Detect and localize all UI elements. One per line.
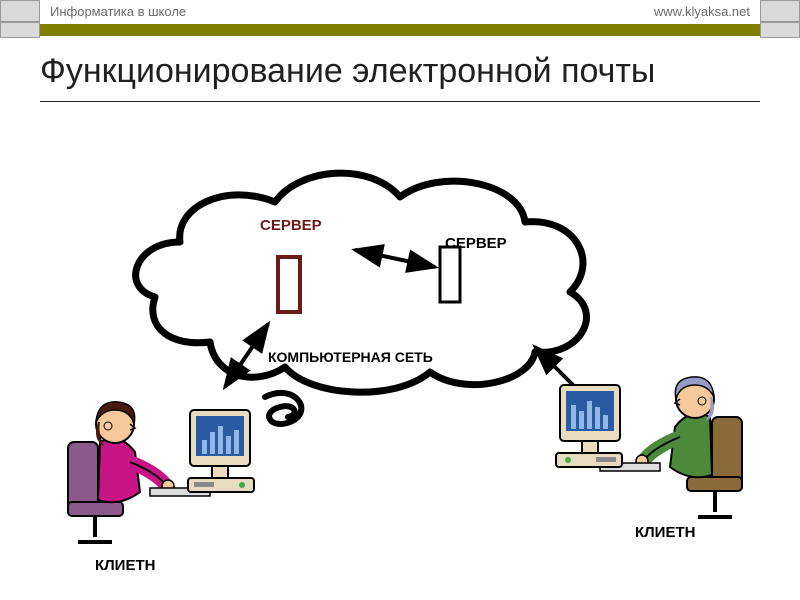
header-bar-1: Информатика в школе www.klyaksa.net: [0, 0, 800, 22]
label-client_left: КЛИЕТН: [95, 557, 155, 574]
header-corner-left: [0, 0, 40, 22]
header-bar-2: [0, 22, 800, 38]
label-network: КОМПЬЮТЕРНАЯ СЕТЬ: [268, 349, 433, 365]
header2-corner-right: [760, 22, 800, 38]
title-underline: [40, 101, 760, 102]
diagram-canvas: СЕРВЕР СЕРВЕР КОМПЬЮТЕРНАЯ СЕТЬ КЛИЕТН КЛИЕТ…: [0, 112, 800, 582]
label-server2: СЕРВЕР: [445, 235, 507, 252]
label-client_right: КЛИЕТН: [635, 524, 695, 541]
header-right-text: www.klyaksa.net: [654, 4, 750, 19]
header-left-text: Информатика в школе: [50, 4, 186, 19]
header-corner-right: [760, 0, 800, 22]
diagram-svg: [0, 112, 800, 582]
header-olive-bar: [40, 22, 760, 38]
header-mid: Информатика в школе www.klyaksa.net: [40, 4, 760, 19]
slide-title: Функционирование электронной почты: [0, 38, 800, 101]
header2-corner-left: [0, 22, 40, 38]
label-server1: СЕРВЕР: [260, 217, 322, 234]
